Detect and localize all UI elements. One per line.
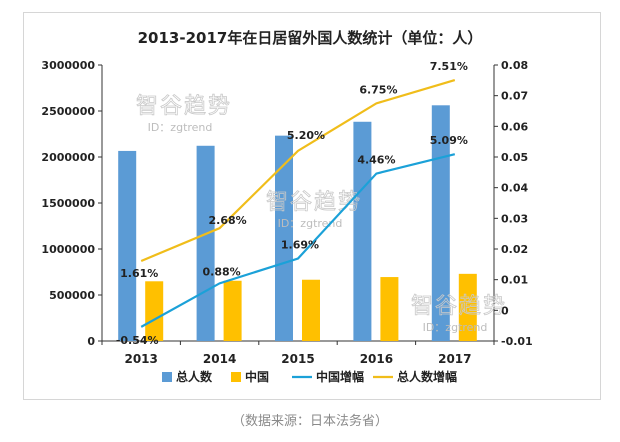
bar-total [118, 150, 137, 341]
data-label: 5.09% [430, 134, 468, 147]
watermark-brand: 智谷趋势 [136, 94, 232, 119]
bar-total [353, 121, 372, 341]
watermark-handle: ID：zgtrend [148, 121, 213, 134]
right-tick-label: 0.08 [501, 59, 528, 72]
data-label: 5.20% [287, 129, 325, 142]
legend-swatch [231, 372, 241, 382]
x-tick-label: 2017 [438, 352, 471, 366]
bar-total [275, 135, 293, 341]
watermark-brand: 智谷趋势 [411, 294, 507, 319]
bar-total [196, 145, 215, 341]
line-total-growth [140, 78, 456, 262]
watermark-handle: ID：zgtrend [423, 321, 488, 334]
x-tick-label: 2013 [124, 352, 157, 366]
right-tick-label: 0.03 [501, 212, 528, 225]
right-tick-label: -0.01 [501, 335, 533, 348]
right-tick-label: 0.05 [501, 151, 528, 164]
right-tick-label: 0.07 [501, 90, 528, 103]
left-tick-label: 1000000 [41, 243, 95, 256]
right-tick-label: 0.04 [501, 182, 528, 195]
data-label: 2.68% [209, 214, 247, 227]
bar-china [380, 277, 399, 341]
chart-title: 2013-2017年在日居留外国人数统计（单位：人） [138, 29, 483, 47]
data-label: 4.46% [357, 154, 395, 167]
bar-china [458, 273, 477, 341]
legend-label: 中国 [245, 369, 269, 384]
right-tick-label: 0 [501, 304, 509, 317]
chart-svg: 2013-2017年在日居留外国人数统计（单位：人） 0 500000 1000000… [41, 29, 533, 384]
left-tick-label: 1500000 [41, 197, 95, 210]
data-label: 1.61% [120, 267, 158, 280]
right-tick-label: 0.06 [501, 120, 528, 133]
watermark-handle: ID：zgtrend [278, 217, 343, 230]
bar-total [431, 105, 450, 342]
right-tick-label: 0.02 [501, 243, 528, 256]
legend-label: 总人数 [176, 369, 213, 384]
right-tick-label: 0.01 [501, 274, 528, 287]
left-tick-label: 3000000 [41, 59, 95, 72]
legend-label: 总人数增幅 [397, 369, 457, 384]
x-tick-label: 2014 [203, 352, 236, 366]
left-tick-label: 500000 [49, 289, 95, 302]
data-label: 0.88% [203, 265, 241, 278]
bar-china [302, 279, 320, 341]
data-label: 7.51% [430, 60, 468, 73]
left-tick-label: 2000000 [41, 151, 95, 164]
legend-label: 中国增幅 [316, 369, 364, 384]
data-label: -0.54% [116, 334, 159, 347]
left-tick-label: 0 [87, 335, 95, 348]
data-label: 1.69% [281, 239, 319, 252]
line-china-growth [140, 153, 456, 328]
source-note: （数据来源：日本法务省） [231, 414, 388, 429]
chart-frame: 2013-2017年在日居留外国人数统计（单位：人） 0 500000 1000000… [23, 12, 601, 400]
bar-china [145, 281, 164, 341]
legend-swatch [162, 372, 172, 382]
x-tick-label: 2016 [360, 352, 393, 366]
left-tick-label: 2500000 [41, 105, 95, 118]
x-tick-label: 2015 [281, 352, 314, 366]
watermark-brand: 智谷趋势 [266, 190, 362, 215]
bar-china [223, 280, 242, 341]
data-label: 6.75% [359, 83, 397, 96]
